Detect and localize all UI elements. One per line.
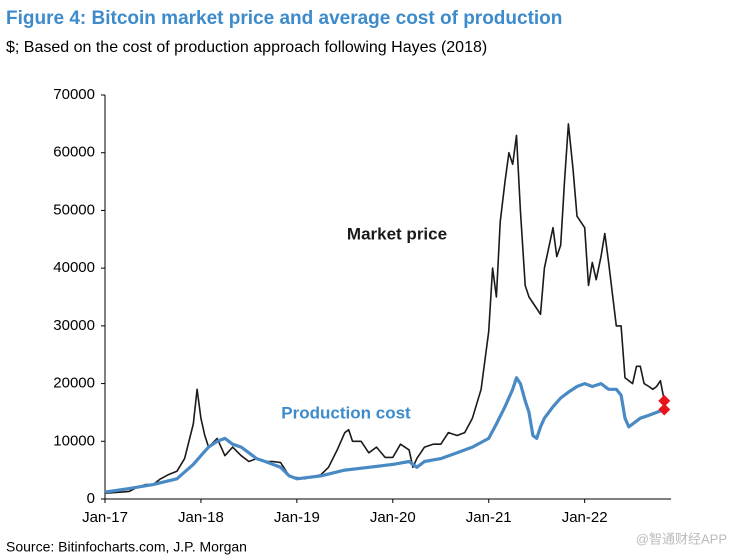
y-tick-label: 30000 <box>53 317 95 334</box>
series-label: Production cost <box>281 403 411 422</box>
series-label: Market price <box>347 224 447 243</box>
watermark: @智通财经APP <box>636 531 727 546</box>
y-tick-label: 10000 <box>53 432 95 449</box>
y-tick-label: 60000 <box>53 144 95 161</box>
y-tick-label: 40000 <box>53 259 95 276</box>
y-tick-label: 50000 <box>53 201 95 218</box>
chart-title: Figure 4: Bitcoin market price and avera… <box>6 8 562 29</box>
source: Source: Bitinfocharts.com, J.P. Morgan <box>6 539 247 555</box>
end-marker <box>658 403 671 416</box>
end-marker <box>658 394 671 407</box>
x-tick-label: Jan-17 <box>82 509 128 526</box>
x-tick-label: Jan-21 <box>466 509 512 526</box>
y-tick-label: 20000 <box>53 375 95 392</box>
x-tick-label: Jan-22 <box>562 509 608 526</box>
x-tick-label: Jan-20 <box>370 509 416 526</box>
y-tick-label: 70000 <box>53 86 95 103</box>
chart-subtitle: $; Based on the cost of production appro… <box>6 39 487 56</box>
x-tick-label: Jan-18 <box>178 509 224 526</box>
series-line <box>104 376 665 494</box>
y-tick-label: 0 <box>87 490 95 507</box>
x-tick-label: Jan-19 <box>274 509 320 526</box>
series-line <box>104 123 666 494</box>
